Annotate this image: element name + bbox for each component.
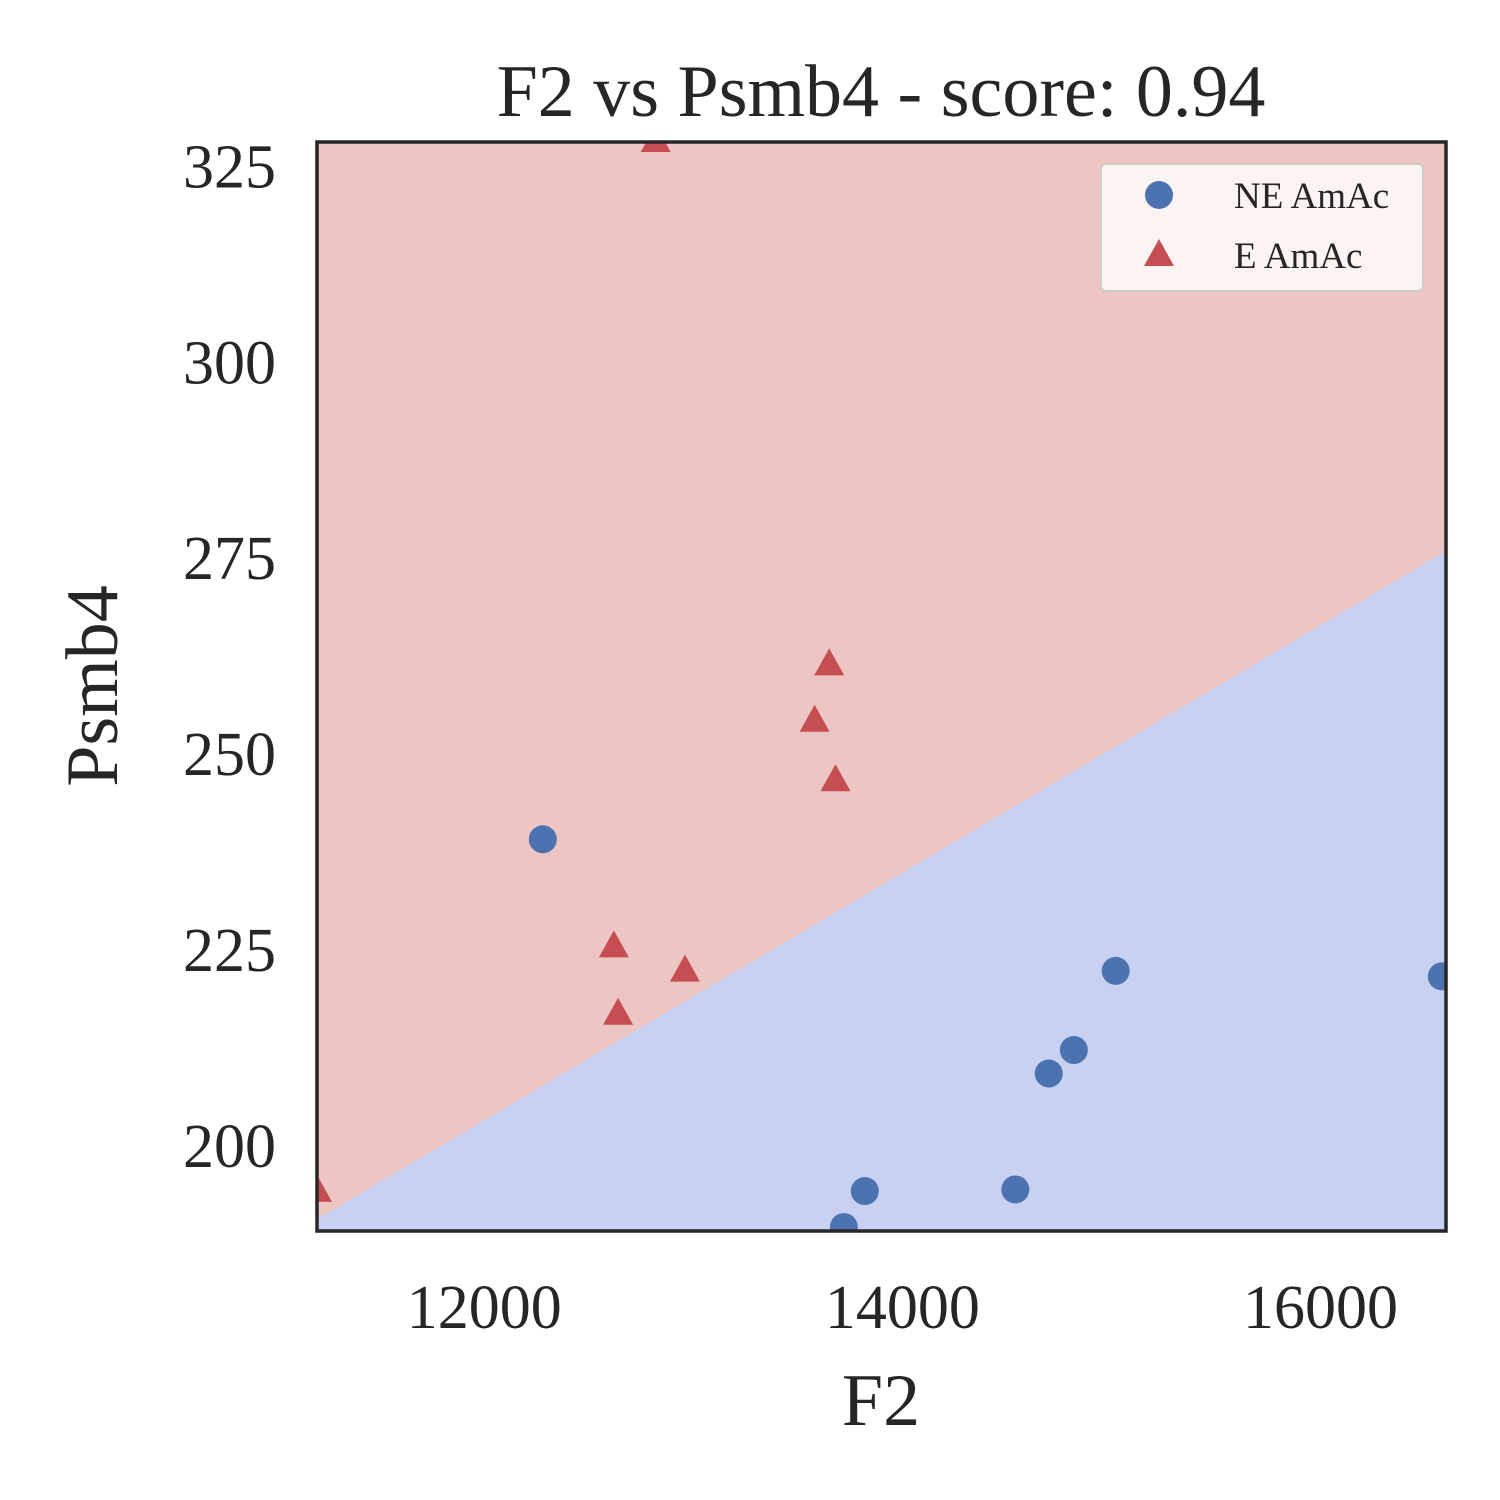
y-tick-label-325: 325 bbox=[183, 134, 276, 202]
y-tick-label-250: 250 bbox=[183, 721, 276, 789]
legend: NE AmAc E AmAc bbox=[1100, 163, 1424, 292]
y-axis-ticks: 200 225 250 275 300 325 bbox=[183, 134, 276, 1181]
y-tick-label-300: 300 bbox=[183, 329, 276, 397]
legend-marker-e-amac bbox=[1144, 239, 1174, 266]
point-ne-amac-1 bbox=[829, 1213, 858, 1231]
point-ne-amac-2 bbox=[850, 1177, 879, 1206]
x-tick-label-14000: 14000 bbox=[825, 1274, 980, 1342]
point-e-amac-0 bbox=[317, 1174, 332, 1202]
point-e-amac-3 bbox=[640, 142, 671, 152]
plot-frame bbox=[315, 140, 1448, 1233]
decision-regions bbox=[317, 142, 1446, 1231]
point-ne-amac-6 bbox=[1101, 956, 1130, 985]
data-points bbox=[317, 142, 1446, 1231]
point-e-amac-7 bbox=[820, 764, 851, 792]
x-tick-label-16000: 16000 bbox=[1243, 1274, 1398, 1342]
y-axis-label: Psmb4 bbox=[52, 585, 134, 787]
y-tick-label-225: 225 bbox=[183, 917, 276, 985]
y-tick-label-200: 200 bbox=[183, 1113, 276, 1181]
point-e-amac-1 bbox=[598, 930, 629, 958]
region-ne-amac bbox=[317, 550, 1446, 1231]
legend-label-e-amac: E AmAc bbox=[1234, 236, 1362, 277]
point-e-amac-5 bbox=[799, 704, 830, 732]
legend-box bbox=[1100, 163, 1424, 292]
point-ne-amac-5 bbox=[1059, 1036, 1088, 1065]
point-e-amac-2 bbox=[603, 997, 634, 1025]
chart-title: F2 vs Psmb4 - score: 0.94 bbox=[497, 51, 1266, 133]
point-ne-amac-3 bbox=[1001, 1175, 1030, 1204]
point-ne-amac-4 bbox=[1034, 1059, 1063, 1088]
y-tick-label-275: 275 bbox=[183, 525, 276, 593]
point-e-amac-4 bbox=[669, 954, 700, 982]
x-axis-label: F2 bbox=[842, 1360, 920, 1442]
x-axis-ticks: 12000 14000 16000 bbox=[407, 1274, 1398, 1342]
legend-label-ne-amac: NE AmAc bbox=[1234, 176, 1389, 217]
legend-marker-ne-amac bbox=[1145, 181, 1173, 209]
x-tick-label-12000: 12000 bbox=[407, 1274, 562, 1342]
point-ne-amac-7 bbox=[1427, 962, 1446, 991]
point-ne-amac-0 bbox=[528, 825, 557, 854]
point-e-amac-6 bbox=[814, 648, 845, 676]
